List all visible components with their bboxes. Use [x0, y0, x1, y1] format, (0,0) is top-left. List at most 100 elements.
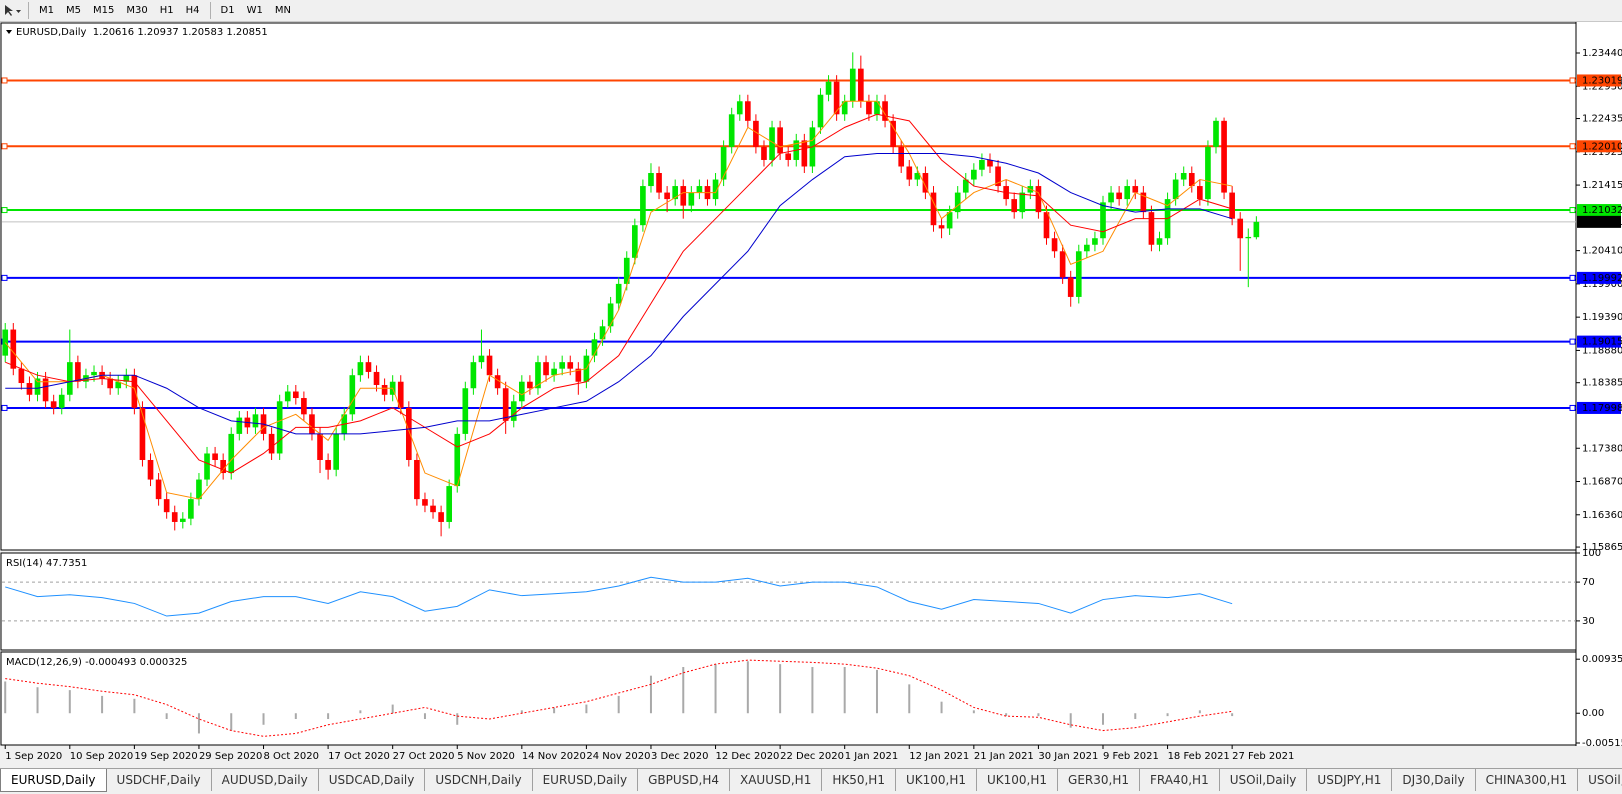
candle-body: [1188, 173, 1195, 187]
candle-body: [1019, 192, 1026, 213]
x-tick-label: 12 Jan 2021: [909, 751, 969, 762]
candle-body: [139, 407, 146, 460]
candle-body: [575, 368, 582, 382]
level-label-box: [1577, 335, 1621, 348]
timeframe-button[interactable]: H4: [185, 5, 200, 16]
chart-tab[interactable]: FRA40,H1: [1140, 769, 1220, 791]
candle-body: [745, 101, 751, 121]
timeframe-button[interactable]: M1: [39, 5, 54, 16]
chart-tab[interactable]: XAUUSD,H1: [730, 769, 823, 791]
x-tick-label: 8 Oct 2020: [264, 751, 319, 762]
candle-body: [664, 192, 670, 200]
chart-tab[interactable]: UK100,H1: [977, 769, 1059, 791]
candle-body: [527, 381, 533, 389]
candle-body: [599, 326, 606, 340]
cursor-tool[interactable]: [0, 1, 24, 20]
x-tick-label: 21 Jan 2021: [974, 751, 1034, 762]
candle-body: [1221, 120, 1227, 193]
candle-body: [632, 225, 638, 258]
moving-average: [5, 113, 1233, 474]
x-tick-label: 24 Nov 2020: [586, 751, 650, 762]
chart-tab[interactable]: USDCAD,Daily: [319, 769, 426, 791]
chart-tab[interactable]: USDCNH,Daily: [425, 769, 533, 791]
candle-body: [171, 512, 178, 522]
candle-body: [50, 401, 57, 408]
timeframe-button[interactable]: M5: [66, 5, 81, 16]
level-handle: [1569, 274, 1576, 281]
chart-tabs: EURUSD,Daily USDCHF,Daily AUDUSD,Daily USDC…: [0, 768, 1622, 794]
candle-body: [736, 101, 743, 115]
candle-body: [640, 186, 646, 226]
chart-tab[interactable]: HK50,H1: [822, 769, 896, 791]
chart-title: EURUSD,Daily 1.20616 1.20937 1.20583 1.2…: [16, 27, 268, 38]
moving-average: [4, 100, 1233, 500]
timeframe-button[interactable]: M30: [126, 5, 148, 16]
candle-body: [623, 257, 630, 284]
candle-body: [518, 381, 525, 402]
y-tick-label: 1.21415: [1582, 180, 1622, 191]
candle-body: [317, 433, 323, 460]
level-handle: [1569, 404, 1576, 411]
candle-body: [858, 68, 864, 102]
toolbar: M1 M5 M15 M30 H1 H4 D1 W1 MN: [0, 0, 1622, 22]
chart-tab[interactable]: USDJPY,H1: [1307, 769, 1393, 791]
candle-body: [478, 355, 485, 363]
candle-body: [1245, 236, 1252, 239]
level-handle: [1569, 143, 1576, 150]
chart-tab[interactable]: EURUSD,Daily: [533, 769, 639, 791]
candle-body: [422, 499, 428, 506]
candle-body: [1084, 244, 1090, 252]
chart-tab[interactable]: DJ30,Daily: [1392, 769, 1476, 791]
candle-body: [1092, 238, 1098, 245]
chart-tab[interactable]: UK100,H1: [896, 769, 977, 791]
candle-body: [276, 401, 283, 454]
chart-tab[interactable]: AUDUSD,Daily: [212, 769, 319, 791]
candle-body: [535, 362, 541, 389]
candle-body: [543, 362, 549, 376]
y-tick-label: 1.23440: [1582, 48, 1622, 59]
candle-body: [107, 378, 113, 389]
chart-tab[interactable]: USOil,Daily: [1220, 769, 1308, 791]
candle-body: [979, 159, 985, 170]
candle-body: [1051, 238, 1058, 252]
x-tick-label: 17 Oct 2020: [328, 751, 390, 762]
candle-body: [801, 140, 808, 167]
candle-body: [252, 414, 259, 428]
timeframe-button[interactable]: H1: [159, 5, 174, 16]
x-tick-label: 1 Jan 2021: [845, 751, 899, 762]
candle-body: [559, 362, 566, 369]
candle-body: [1116, 192, 1122, 200]
x-tick-label: 27 Oct 2020: [393, 751, 455, 762]
candle-body: [849, 68, 856, 102]
x-tick-label: 30 Jan 2021: [1038, 751, 1098, 762]
chart-tab[interactable]: USOil,: [1578, 769, 1622, 791]
candle-body: [761, 146, 767, 160]
candle-body: [204, 453, 210, 480]
timeframe-button[interactable]: M15: [93, 5, 115, 16]
y-tick-label: 100: [1582, 548, 1601, 559]
panel-frame: [0, 651, 1577, 746]
candle-body: [75, 362, 81, 382]
y-tick-label: 1.19900: [1582, 279, 1622, 290]
y-tick-label: 1.21925: [1582, 147, 1622, 158]
timeframe-button[interactable]: MN: [274, 5, 291, 16]
candle-body: [551, 368, 557, 376]
chart-tab[interactable]: USDCHF,Daily: [107, 769, 212, 791]
chart-tab[interactable]: GER30,H1: [1058, 769, 1140, 791]
level-label-box: [1577, 271, 1621, 284]
candle-body: [1148, 212, 1155, 245]
x-tick-label: 3 Dec 2020: [651, 751, 709, 762]
candle-body: [567, 362, 574, 369]
candle-body: [325, 459, 331, 470]
x-tick-label: 19 Sep 2020: [134, 751, 197, 762]
chart-window: EURUSD,Daily 1.20616 1.20937 1.20583 1.2…: [0, 22, 1622, 762]
chart-tab[interactable]: EURUSD,Daily: [0, 769, 107, 792]
chart-tab[interactable]: CHINA300,H1: [1476, 769, 1579, 791]
candle-body: [841, 101, 848, 115]
timeframe-button[interactable]: D1: [220, 5, 235, 16]
level-label-box: [1577, 74, 1621, 87]
panel-frame: [0, 22, 1577, 551]
chart-tab[interactable]: GBPUSD,H4: [638, 769, 730, 791]
timeframe-button[interactable]: W1: [246, 5, 263, 16]
candle-body: [1205, 146, 1211, 200]
